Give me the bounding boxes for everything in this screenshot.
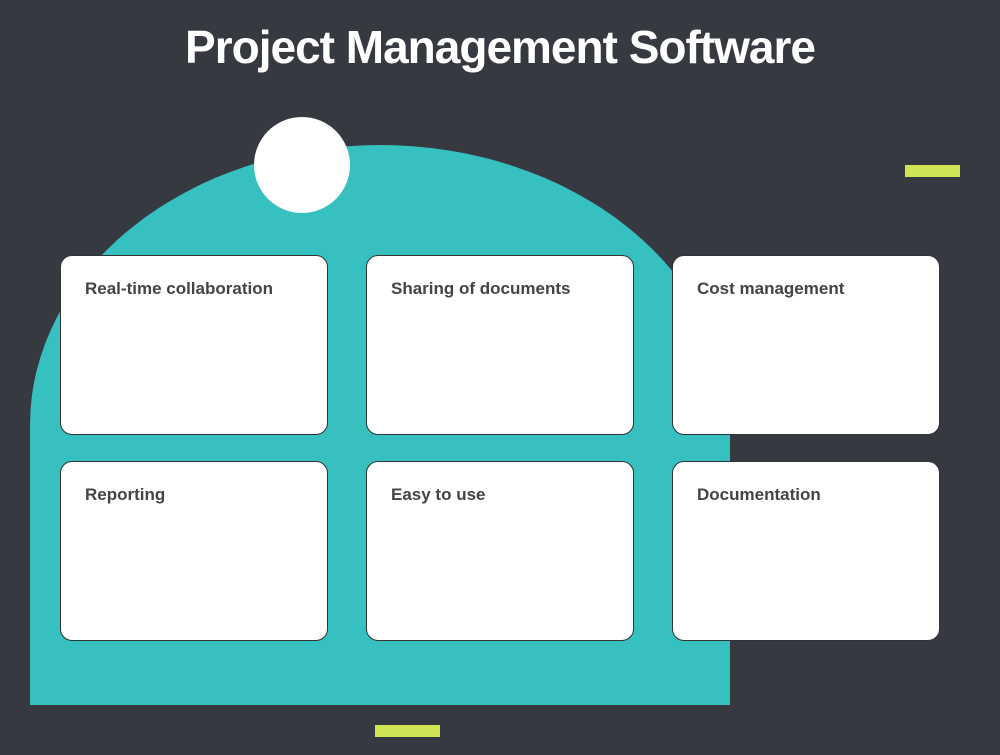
accent-bar-bottom [375, 725, 440, 737]
feature-card: Real-time collaboration [60, 255, 328, 435]
accent-bar-right [905, 165, 960, 177]
feature-card-label: Documentation [697, 484, 915, 507]
infographic-canvas: Project Management Software Real-time co… [0, 0, 1000, 755]
feature-card: Documentation [672, 461, 940, 641]
feature-card: Sharing of documents [366, 255, 634, 435]
feature-card-label: Reporting [85, 484, 303, 507]
page-title: Project Management Software [0, 20, 1000, 74]
feature-card: Cost management [672, 255, 940, 435]
white-circle-decor [254, 117, 350, 213]
feature-card-label: Sharing of documents [391, 278, 609, 301]
cards-grid: Real-time collaboration Sharing of docum… [60, 255, 940, 641]
feature-card-label: Real-time collaboration [85, 278, 303, 301]
feature-card: Easy to use [366, 461, 634, 641]
feature-card-label: Easy to use [391, 484, 609, 507]
feature-card-label: Cost management [697, 278, 915, 301]
feature-card: Reporting [60, 461, 328, 641]
